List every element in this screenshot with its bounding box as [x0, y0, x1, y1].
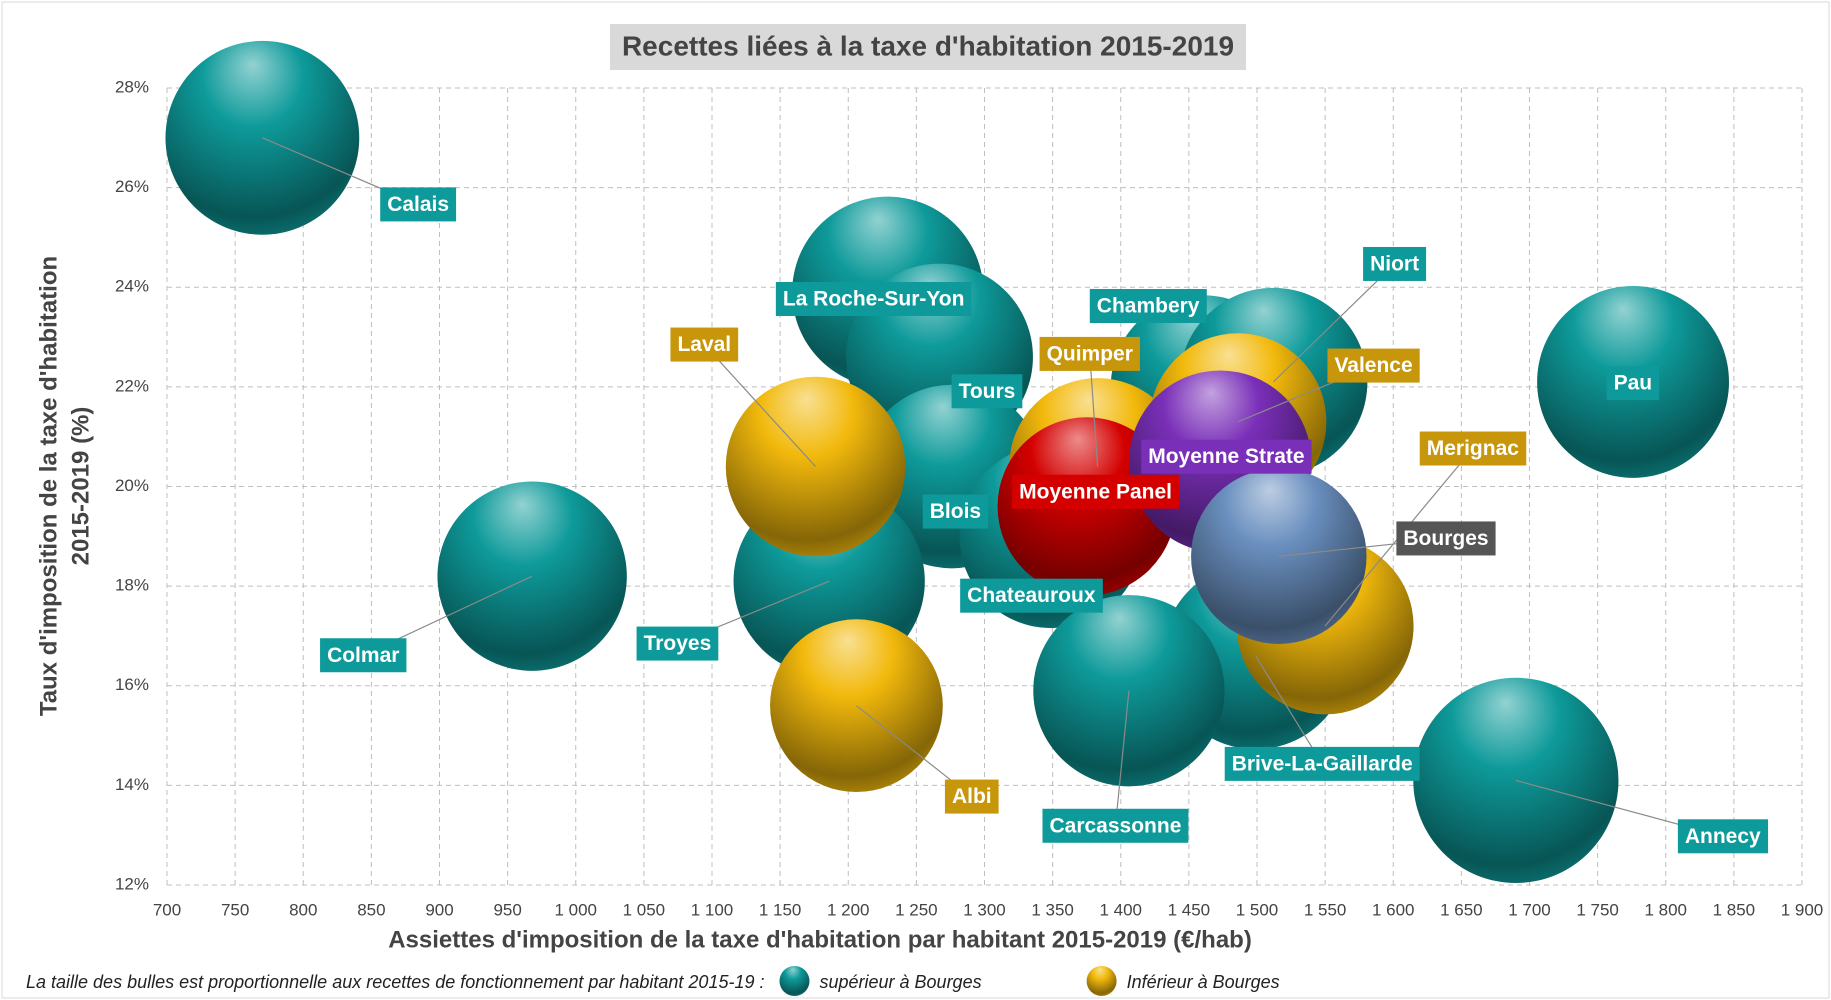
legend-marker	[1087, 966, 1117, 996]
y-tick-label: 26%	[115, 177, 149, 196]
legend-note: La taille des bulles est proportionnelle…	[26, 972, 764, 992]
x-tick-label: 1 800	[1644, 900, 1687, 919]
bubble-label: Calais	[387, 193, 449, 216]
bubble-label: Blois	[930, 500, 981, 523]
chart-title: Recettes liées à la taxe d'habitation 20…	[622, 30, 1234, 61]
bubble-label: Moyenne Panel	[1019, 480, 1172, 503]
y-tick-label: 22%	[115, 376, 149, 395]
y-tick-label: 20%	[115, 476, 149, 495]
bubble-label: Albi	[952, 785, 992, 808]
bubble-label: Colmar	[327, 644, 399, 667]
legend-label: Inférieur à Bourges	[1127, 972, 1280, 992]
y-tick-label: 14%	[115, 775, 149, 794]
bubble-label: Moyenne Strate	[1148, 445, 1304, 468]
bubble-label: Merignac	[1427, 437, 1520, 460]
y-tick-label: 16%	[115, 675, 149, 694]
y-tick-label: 24%	[115, 277, 149, 296]
y-axis-label: Taux d'imposition de la taxe d'habitatio…	[35, 256, 62, 716]
x-tick-label: 1 450	[1168, 900, 1211, 919]
x-tick-label: 1 400	[1099, 900, 1142, 919]
x-tick-label: 700	[153, 900, 181, 919]
legend-label: supérieur à Bourges	[819, 972, 981, 992]
x-tick-label: 1 350	[1031, 900, 1074, 919]
bubble-label: Quimper	[1047, 342, 1133, 365]
bubble	[1191, 468, 1367, 644]
x-tick-label: 1 550	[1304, 900, 1347, 919]
x-tick-label: 1 850	[1713, 900, 1756, 919]
x-tick-label: 1 600	[1372, 900, 1415, 919]
x-tick-label: 850	[357, 900, 385, 919]
bubble-label: Niort	[1370, 253, 1419, 276]
bubble-label: Troyes	[644, 632, 712, 655]
legend-marker	[779, 966, 809, 996]
x-tick-label: 1 650	[1440, 900, 1483, 919]
x-tick-label: 800	[289, 900, 317, 919]
x-tick-label: 1 100	[691, 900, 734, 919]
bubble-label: La Roche-Sur-Yon	[783, 288, 965, 311]
bubble-label: Laval	[677, 333, 731, 356]
bubble-label: Chambery	[1097, 295, 1200, 318]
y-tick-label: 18%	[115, 576, 149, 595]
page: Recettes liées à la taxe d'habitation 20…	[0, 0, 1831, 1000]
y-axis-label: 2015-2019 (%)	[67, 407, 94, 566]
x-tick-label: 1 700	[1508, 900, 1551, 919]
x-tick-label: 750	[221, 900, 249, 919]
x-tick-label: 1 500	[1236, 900, 1279, 919]
x-tick-label: 1 200	[827, 900, 870, 919]
x-tick-label: 1 150	[759, 900, 802, 919]
bubble-label: Valence	[1334, 354, 1412, 377]
bubble-label: Bourges	[1403, 527, 1488, 550]
x-tick-label: 1 750	[1576, 900, 1619, 919]
y-tick-label: 28%	[115, 77, 149, 96]
x-tick-label: 1 050	[623, 900, 666, 919]
bubble-label: Pau	[1614, 372, 1653, 395]
x-tick-label: 1 300	[963, 900, 1006, 919]
bubble-label: Carcassonne	[1049, 814, 1181, 837]
bubble-label: Tours	[959, 380, 1016, 403]
x-tick-label: 1 250	[895, 900, 938, 919]
bubble-label: Brive-La-Gaillarde	[1232, 752, 1413, 775]
chart: Recettes liées à la taxe d'habitation 20…	[0, 0, 1831, 1000]
bubble-label: Annecy	[1685, 825, 1761, 848]
x-tick-label: 1 900	[1781, 900, 1824, 919]
y-tick-label: 12%	[115, 874, 149, 893]
bubble-label: Chateauroux	[967, 584, 1096, 607]
x-tick-label: 1 000	[554, 900, 597, 919]
x-tick-label: 900	[425, 900, 453, 919]
x-tick-label: 950	[493, 900, 521, 919]
x-axis-label: Assiettes d'imposition de la taxe d'habi…	[388, 926, 1252, 953]
